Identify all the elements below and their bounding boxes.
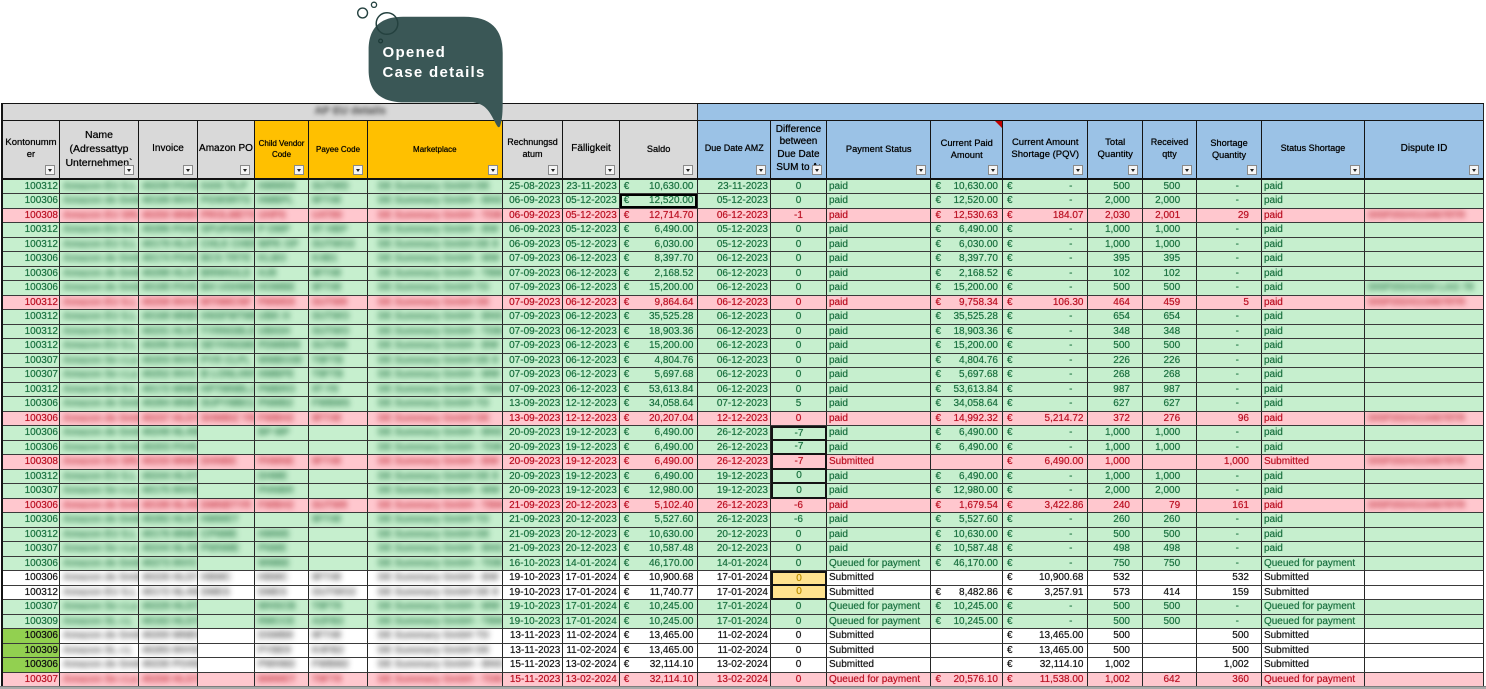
svg-text:Opened: Opened bbox=[383, 44, 447, 61]
svg-text:Case details: Case details bbox=[383, 64, 486, 81]
